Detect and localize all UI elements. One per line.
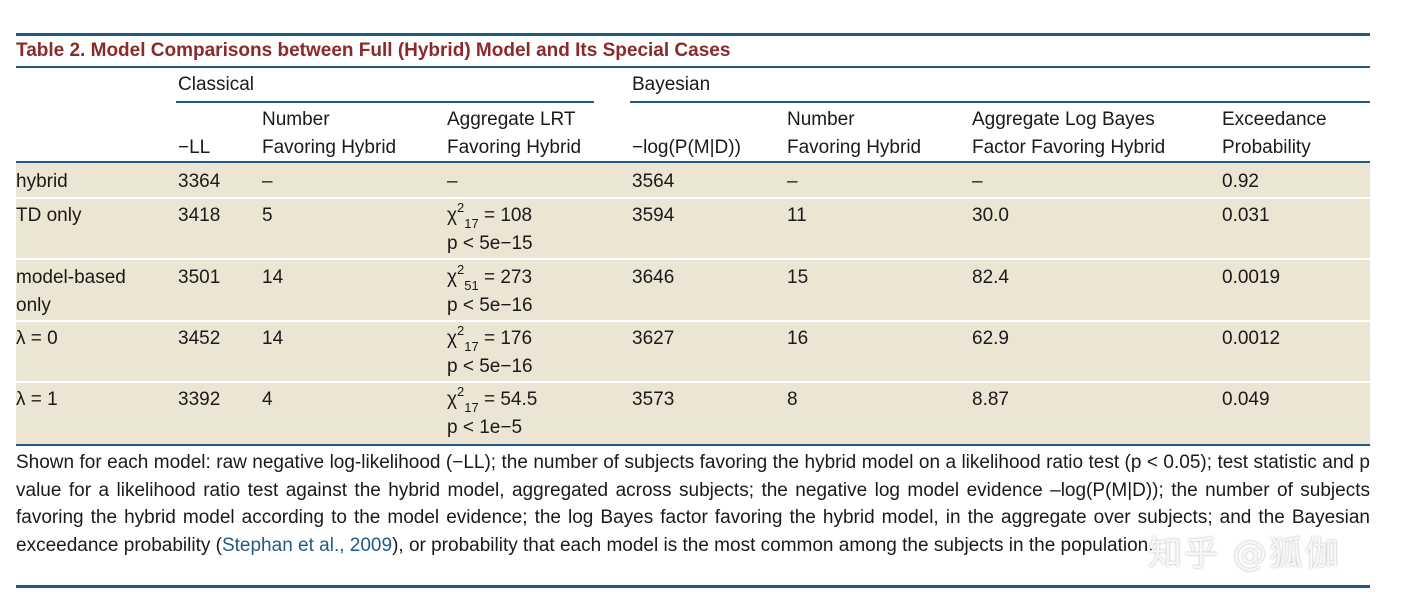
cell-neg-log-evidence: 3627 [632,328,675,349]
col-header-number-favoring-bayes: Number Favoring Hybrid [787,109,922,158]
cell-number-favoring: – [262,171,273,192]
cell-neg-log-evidence: 3573 [632,389,675,410]
cell-ll: 3392 [178,389,221,410]
cell-aggregate-lrt: χ217 = 176 [447,322,533,354]
cell-number-favoring-bayes: 8 [787,389,798,410]
group-classical: Classical [178,74,255,95]
table-bottom-rule [16,585,1370,588]
group-bayesian: Bayesian [632,74,711,95]
cell-aggregate-lrt: χ217 = 54.5 [447,383,538,415]
table-title: Table 2. Model Comparisons between Full … [16,40,731,61]
col-header-number-favoring: Number Favoring Hybrid [262,109,397,158]
cell-model: hybrid [16,171,68,192]
cell-neg-log-evidence: 3646 [632,267,675,288]
cell-p-value: p < 5e−16 [447,295,533,316]
cell-exceedance: 0.92 [1222,171,1259,192]
cell-ll: 3452 [178,328,221,349]
cell-number-favoring: 4 [262,389,273,410]
group-bayesian-rule [630,101,1370,103]
col-header-aggregate-lrt: Aggregate LRT Favoring Hybrid [447,109,582,158]
row-separator [16,258,1370,260]
cell-exceedance: 0.0019 [1222,267,1281,288]
table-caption: Shown for each model: raw negative log-l… [16,452,1370,556]
col-header-log-bayes-factor: Aggregate Log Bayes Factor Favoring Hybri… [972,109,1166,158]
row-separator [16,381,1370,383]
col-header-ll: −LL [178,137,211,158]
col-header-neg-log-evidence: −log(P(M|D)) [632,137,741,158]
cell-log-bayes-factor: – [972,171,983,192]
cell-log-bayes-factor: 30.0 [972,205,1009,226]
cell-model-line2: only [16,295,51,316]
cell-p-value: p < 1e−5 [447,417,523,438]
cell-log-bayes-factor: 62.9 [972,328,1009,349]
cell-model: TD only [16,205,82,226]
cell-ll: 3501 [178,267,221,288]
cell-log-bayes-factor: 82.4 [972,267,1009,288]
cell-exceedance: 0.049 [1222,389,1270,410]
cell-aggregate-lrt: χ217 = 108 [447,199,533,231]
cell-ll: 3418 [178,205,221,226]
title-rule [16,66,1370,68]
cell-number-favoring-bayes: 16 [787,328,809,349]
group-classical-rule [176,101,594,103]
table-body-bottom-rule [16,444,1370,446]
cell-aggregate-lrt: – [447,171,458,192]
cell-model: λ = 1 [16,389,58,410]
cell-neg-log-evidence: 3594 [632,205,675,226]
citation-link[interactable]: Stephan et al., 2009 [221,534,393,556]
cell-number-favoring-bayes: 11 [787,205,807,226]
row-separator [16,320,1370,322]
cell-model: λ = 0 [16,328,58,349]
cell-number-favoring-bayes: – [787,171,798,192]
cell-number-favoring-bayes: 15 [787,267,809,288]
cell-number-favoring: 5 [262,205,273,226]
row-separator [16,197,1370,199]
cell-log-bayes-factor: 8.87 [972,389,1009,410]
cell-number-favoring: 14 [262,267,284,288]
cell-model: model-based [16,267,126,288]
cell-number-favoring: 14 [262,328,284,349]
cell-aggregate-lrt: χ251 = 273 [447,261,533,293]
cell-neg-log-evidence: 3564 [632,171,675,192]
cell-ll: 3364 [178,171,221,192]
cell-p-value: p < 5e−16 [447,356,533,377]
cell-p-value: p < 5e−15 [447,233,533,254]
table-top-rule [16,33,1370,36]
col-header-exceedance: Exceedance Probability [1222,109,1327,158]
cell-exceedance: 0.0012 [1222,328,1281,349]
header-rule [16,161,1370,163]
watermark: 知乎 @狐伽 [1148,534,1341,574]
table-body-band [16,163,1370,445]
cell-exceedance: 0.031 [1222,205,1270,226]
